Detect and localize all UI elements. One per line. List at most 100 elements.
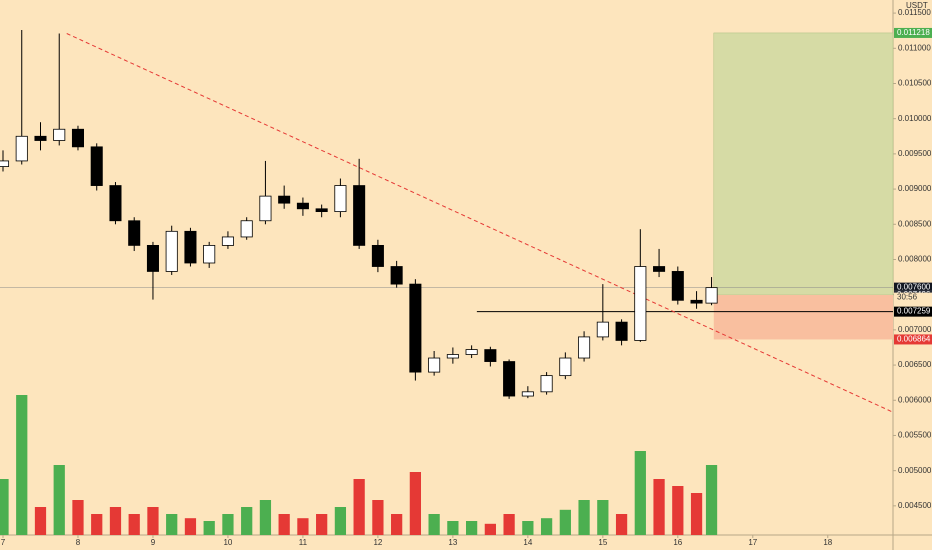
volume-bar xyxy=(259,500,272,535)
volume-bar xyxy=(522,521,534,535)
volume-bar xyxy=(91,514,103,535)
x-tick-label: 10 xyxy=(223,538,232,547)
candle-body xyxy=(503,361,516,397)
price-label: 0.007600 xyxy=(897,283,931,292)
candle-body xyxy=(146,244,159,272)
volume-bar xyxy=(34,507,47,535)
candle-body xyxy=(390,266,403,285)
candle-body xyxy=(578,336,591,359)
y-tick-label: 0.010000 xyxy=(898,114,932,123)
volume-bar xyxy=(503,514,515,535)
y-tick-label: 0.006500 xyxy=(898,360,932,369)
candle-body xyxy=(278,195,291,204)
candle-body xyxy=(521,391,534,397)
volume-bar xyxy=(222,514,234,535)
candle-body xyxy=(371,244,384,267)
volume-bar xyxy=(634,451,646,535)
x-tick-label: 8 xyxy=(76,538,81,547)
loss-zone xyxy=(713,294,893,340)
volume-bar xyxy=(705,465,718,535)
price-label-box xyxy=(894,282,932,293)
volume-bar xyxy=(391,514,403,535)
price-label-box xyxy=(894,306,932,317)
candle-body xyxy=(615,321,628,341)
volume-bar xyxy=(372,500,384,535)
candle-body xyxy=(53,128,66,141)
volume-bar xyxy=(672,486,684,535)
price-label-box xyxy=(894,27,932,38)
candle-body xyxy=(184,230,197,264)
volume-bar xyxy=(147,507,159,535)
volume-bar xyxy=(615,514,628,535)
candle-body xyxy=(90,146,103,186)
candle-body xyxy=(409,283,422,373)
y-tick-label: 0.009500 xyxy=(898,149,932,158)
price-label: 0.006864 xyxy=(897,335,931,344)
volume-bar xyxy=(166,514,178,535)
x-tick-label: 11 xyxy=(299,538,308,547)
x-tick-label: 15 xyxy=(598,538,607,547)
profit-zone xyxy=(713,32,894,296)
candle-body xyxy=(353,185,366,246)
y-tick-label: 0.009000 xyxy=(898,184,932,193)
price-label: 0.011218 xyxy=(897,28,930,37)
volume-bar xyxy=(184,518,197,535)
candle-body xyxy=(109,185,122,222)
candle-body xyxy=(259,195,272,222)
y-tick-label: 0.006000 xyxy=(898,395,932,404)
y-tick-label: 0.011000 xyxy=(898,43,931,52)
y-tick-label: 0.008500 xyxy=(898,219,932,228)
y-tick-label: 0.010500 xyxy=(898,79,932,88)
y-tick-label: 0.008000 xyxy=(898,255,932,264)
candle-body xyxy=(690,299,703,304)
volume-bar xyxy=(597,500,609,535)
candle-body xyxy=(34,135,47,141)
volume-bar xyxy=(653,479,665,535)
candle-body xyxy=(0,160,10,167)
price-label-box xyxy=(894,334,932,345)
candle-body xyxy=(446,354,459,359)
x-tick-label: 12 xyxy=(373,538,382,547)
candle-body xyxy=(71,128,85,148)
volume-bar xyxy=(409,472,422,535)
candle-body xyxy=(671,271,684,301)
countdown: 30:56 xyxy=(897,293,918,302)
volume-bar xyxy=(334,507,347,535)
volume-bar xyxy=(540,518,553,535)
volume-bar xyxy=(109,507,122,535)
volume-bar xyxy=(72,500,84,535)
candle-body xyxy=(484,349,497,362)
candle-body xyxy=(540,375,553,393)
volume-bar xyxy=(690,493,703,535)
candle-body xyxy=(296,202,309,210)
volume-bar xyxy=(353,479,365,535)
y-tick-label: 0.005000 xyxy=(898,466,932,475)
x-tick-label: 16 xyxy=(673,538,682,547)
x-tick-label: 17 xyxy=(748,538,757,547)
price-label: 0.007259 xyxy=(897,307,931,316)
candle-body xyxy=(559,357,572,377)
volume-bar xyxy=(465,521,478,535)
volume-bar xyxy=(278,514,290,535)
volume-bar xyxy=(578,500,590,535)
x-tick-label: 7 xyxy=(1,538,6,547)
candle-body xyxy=(240,220,253,238)
y-tick-label: 0.011500 xyxy=(898,8,931,17)
volume-bar xyxy=(203,521,215,535)
candle-body xyxy=(315,208,328,213)
volume-bar xyxy=(241,507,253,535)
candle-body xyxy=(128,220,141,246)
y-tick-label: 0.007000 xyxy=(898,325,932,334)
quote-currency: USDT xyxy=(906,1,928,10)
x-tick-label: 9 xyxy=(151,538,156,547)
candle-body xyxy=(634,266,647,341)
candle-body xyxy=(15,135,28,162)
trendline xyxy=(66,33,894,413)
candle-body xyxy=(221,236,234,246)
candle-body xyxy=(653,266,666,272)
x-tick-label: 13 xyxy=(448,538,457,547)
countdown-box xyxy=(894,292,932,302)
volume-bar xyxy=(447,521,459,535)
volume-bar xyxy=(53,465,65,535)
candle-body xyxy=(705,287,718,304)
